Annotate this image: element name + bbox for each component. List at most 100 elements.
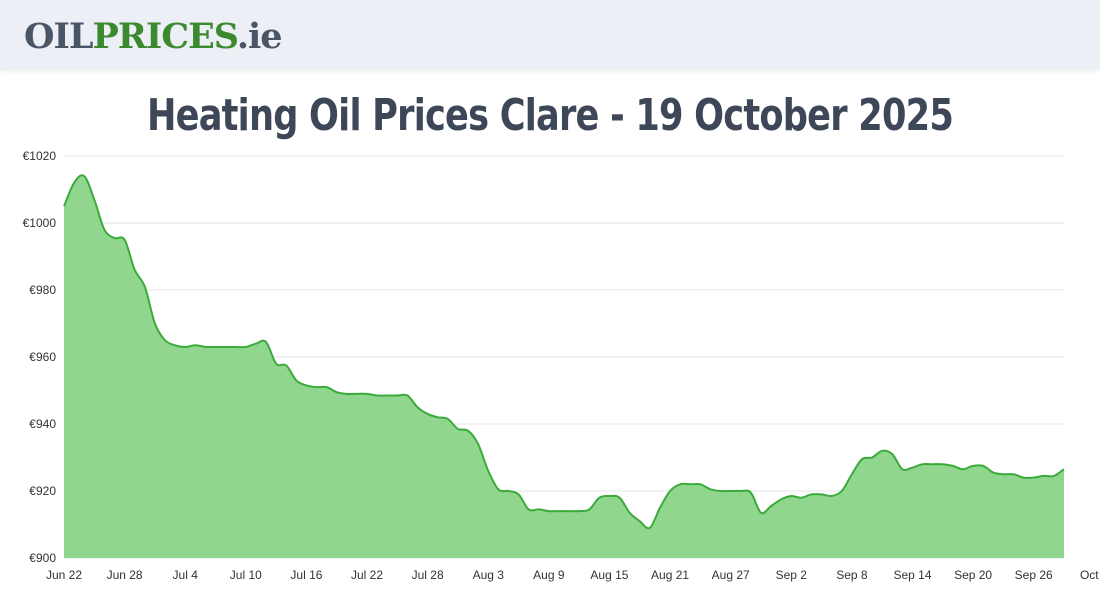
data-point[interactable] bbox=[980, 463, 986, 469]
data-point[interactable] bbox=[970, 463, 976, 469]
data-point[interactable] bbox=[829, 493, 835, 499]
data-point[interactable] bbox=[617, 495, 623, 501]
data-point[interactable] bbox=[303, 382, 309, 388]
data-point[interactable] bbox=[334, 389, 340, 395]
data-point[interactable] bbox=[768, 503, 774, 509]
data-point[interactable] bbox=[1041, 473, 1047, 479]
data-point[interactable] bbox=[455, 426, 461, 432]
data-point[interactable] bbox=[758, 510, 764, 516]
data-point[interactable] bbox=[324, 384, 330, 390]
data-point[interactable] bbox=[233, 344, 239, 350]
data-point[interactable] bbox=[1021, 475, 1027, 481]
data-point[interactable] bbox=[869, 455, 875, 461]
data-point[interactable] bbox=[566, 508, 572, 514]
data-point[interactable] bbox=[344, 391, 350, 397]
data-point[interactable] bbox=[606, 493, 612, 499]
data-point[interactable] bbox=[91, 197, 97, 203]
data-point[interactable] bbox=[556, 508, 562, 514]
data-point[interactable] bbox=[930, 461, 936, 467]
data-point[interactable] bbox=[516, 491, 522, 497]
data-point[interactable] bbox=[849, 471, 855, 477]
data-point[interactable] bbox=[314, 384, 320, 390]
data-point[interactable] bbox=[132, 267, 138, 273]
data-point[interactable] bbox=[384, 393, 390, 399]
data-point[interactable] bbox=[1031, 475, 1037, 481]
data-point[interactable] bbox=[778, 496, 784, 502]
data-point[interactable] bbox=[283, 362, 289, 368]
data-point[interactable] bbox=[536, 506, 542, 512]
data-point[interactable] bbox=[748, 490, 754, 496]
data-point[interactable] bbox=[1010, 471, 1016, 477]
data-point[interactable] bbox=[819, 491, 825, 497]
data-point[interactable] bbox=[415, 404, 421, 410]
data-point[interactable] bbox=[839, 488, 845, 494]
data-point[interactable] bbox=[364, 391, 370, 397]
data-point[interactable] bbox=[425, 411, 431, 417]
data-point[interactable] bbox=[960, 466, 966, 472]
data-point[interactable] bbox=[586, 506, 592, 512]
data-point[interactable] bbox=[152, 321, 158, 327]
data-point[interactable] bbox=[1000, 471, 1006, 477]
data-point[interactable] bbox=[576, 508, 582, 514]
data-point[interactable] bbox=[465, 428, 471, 434]
data-point[interactable] bbox=[101, 227, 107, 233]
data-point[interactable] bbox=[112, 235, 118, 241]
data-point[interactable] bbox=[657, 505, 663, 511]
data-point[interactable] bbox=[263, 339, 269, 345]
data-point[interactable] bbox=[627, 510, 633, 516]
data-point[interactable] bbox=[879, 448, 885, 454]
data-point[interactable] bbox=[647, 525, 653, 531]
data-point[interactable] bbox=[889, 451, 895, 457]
data-point[interactable] bbox=[788, 493, 794, 499]
data-point[interactable] bbox=[728, 488, 734, 494]
data-point[interactable] bbox=[707, 486, 713, 492]
data-point[interactable] bbox=[122, 237, 128, 243]
data-point[interactable] bbox=[172, 342, 178, 348]
data-point[interactable] bbox=[162, 337, 168, 343]
data-point[interactable] bbox=[475, 441, 481, 447]
data-point[interactable] bbox=[61, 203, 67, 209]
data-point[interactable] bbox=[950, 463, 956, 469]
data-point[interactable] bbox=[142, 284, 148, 290]
data-point[interactable] bbox=[71, 180, 77, 186]
data-point[interactable] bbox=[1061, 466, 1067, 472]
data-point[interactable] bbox=[920, 461, 926, 467]
data-point[interactable] bbox=[808, 491, 814, 497]
data-point[interactable] bbox=[718, 488, 724, 494]
data-point[interactable] bbox=[697, 481, 703, 487]
data-point[interactable] bbox=[182, 344, 188, 350]
data-point[interactable] bbox=[546, 508, 552, 514]
data-point[interactable] bbox=[859, 456, 865, 462]
data-point[interactable] bbox=[253, 341, 259, 347]
data-point[interactable] bbox=[435, 414, 441, 420]
data-point[interactable] bbox=[687, 481, 693, 487]
data-point[interactable] bbox=[485, 468, 491, 474]
data-point[interactable] bbox=[1051, 473, 1057, 479]
data-point[interactable] bbox=[81, 173, 87, 179]
data-point[interactable] bbox=[223, 344, 229, 350]
data-point[interactable] bbox=[354, 391, 360, 397]
data-point[interactable] bbox=[213, 344, 219, 350]
data-point[interactable] bbox=[798, 495, 804, 501]
data-point[interactable] bbox=[637, 518, 643, 524]
data-point[interactable] bbox=[526, 506, 532, 512]
data-point[interactable] bbox=[505, 488, 511, 494]
data-point[interactable] bbox=[738, 488, 744, 494]
data-point[interactable] bbox=[192, 342, 198, 348]
data-point[interactable] bbox=[394, 393, 400, 399]
site-logo[interactable]: OILPRICES.ie bbox=[24, 15, 283, 59]
data-point[interactable] bbox=[293, 377, 299, 383]
data-point[interactable] bbox=[596, 495, 602, 501]
data-point[interactable] bbox=[404, 393, 410, 399]
data-point[interactable] bbox=[495, 486, 501, 492]
data-point[interactable] bbox=[940, 461, 946, 467]
data-point[interactable] bbox=[667, 488, 673, 494]
data-point[interactable] bbox=[990, 470, 996, 476]
data-point[interactable] bbox=[677, 481, 683, 487]
data-point[interactable] bbox=[909, 465, 915, 471]
data-point[interactable] bbox=[374, 393, 380, 399]
data-point[interactable] bbox=[445, 416, 451, 422]
data-point[interactable] bbox=[202, 344, 208, 350]
data-point[interactable] bbox=[273, 361, 279, 367]
data-point[interactable] bbox=[899, 466, 905, 472]
